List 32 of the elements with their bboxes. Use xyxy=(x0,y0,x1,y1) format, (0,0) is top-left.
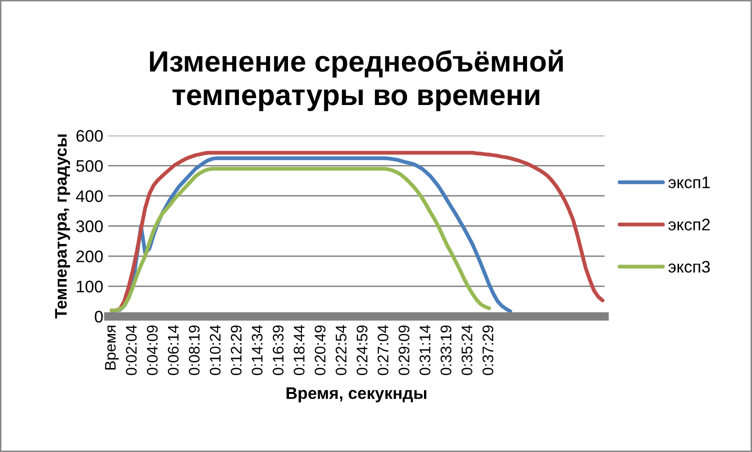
x-tick-label: 0:14:34 xyxy=(252,325,263,376)
legend-label: эксп2 xyxy=(668,218,710,230)
y-tick-label: 400 xyxy=(76,190,103,202)
x-tick-label: 0:31:14 xyxy=(420,325,430,376)
x-tick-label: 0:20:49 xyxy=(314,325,326,376)
y-axis-title: Температура, градусы xyxy=(55,134,70,318)
x-tick-label: 0:04:09 xyxy=(146,325,158,376)
x-tick-label: 0:33:19 xyxy=(440,325,452,376)
x-tick-label: 0:22:54 xyxy=(336,325,346,376)
x-tick-label: 0:06:14 xyxy=(168,325,179,376)
y-tick-label: 200 xyxy=(76,250,103,262)
x-axis-title: Время, секукнды xyxy=(286,387,426,402)
x-tick-label: 0:12:29 xyxy=(230,325,242,376)
x-tick-label: 0:29:09 xyxy=(398,325,410,376)
y-tick-label: 0 xyxy=(94,310,103,323)
x-tick-label: 0:18:44 xyxy=(294,325,305,376)
x-tick-label: 0:16:39 xyxy=(272,325,284,376)
y-tick-label: 600 xyxy=(76,130,103,142)
x-tick-label: 0:10:24 xyxy=(210,325,221,376)
x-tick-label: 0:27:04 xyxy=(378,325,388,376)
y-tick-label: 500 xyxy=(76,160,103,172)
y-tick-label: 100 xyxy=(76,280,103,292)
x-tick-label: Время xyxy=(105,326,119,370)
x-tick-label: 0:02:04 xyxy=(126,325,137,376)
chart-title: Изменение среднеобъёмной температуры во времени xyxy=(150,50,563,112)
x-tick-label: 0:37:29 xyxy=(482,325,494,376)
x-tick-label: 0:24:59 xyxy=(356,325,368,376)
legend-label: эксп1 xyxy=(668,176,710,188)
y-tick-label: 300 xyxy=(76,220,103,232)
x-tick-label: 0:35:24 xyxy=(462,325,472,376)
legend-label: эксп3 xyxy=(668,260,710,273)
x-tick-label: 0:08:19 xyxy=(188,325,200,376)
